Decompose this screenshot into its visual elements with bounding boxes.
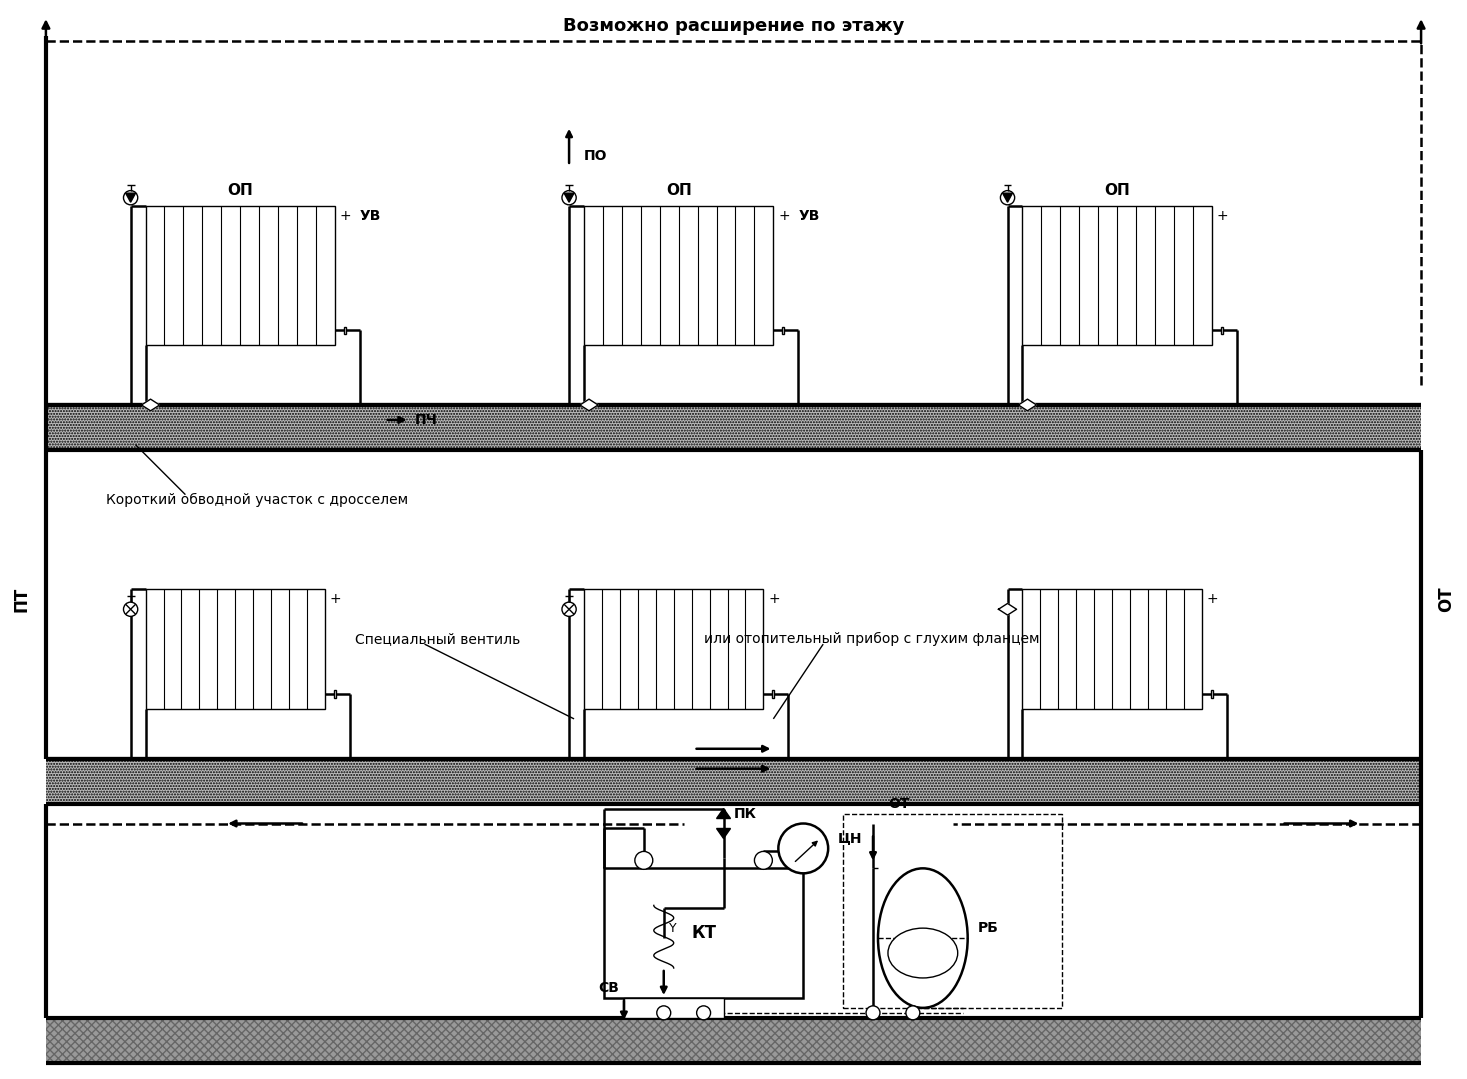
Bar bbox=[1221, 327, 1222, 333]
Polygon shape bbox=[565, 193, 574, 202]
Text: ОП: ОП bbox=[666, 183, 691, 199]
Polygon shape bbox=[1018, 399, 1037, 411]
Bar bbox=[45, 1017, 1422, 1063]
Circle shape bbox=[123, 191, 138, 205]
Text: Возможно расширение по этажу: Возможно расширение по этажу bbox=[563, 17, 904, 36]
Bar bbox=[782, 327, 785, 333]
Text: РБ: РБ bbox=[977, 921, 999, 935]
Polygon shape bbox=[999, 603, 1017, 615]
Bar bbox=[45, 759, 1422, 804]
Text: ПЧ: ПЧ bbox=[415, 413, 437, 427]
Text: СВ: СВ bbox=[599, 981, 619, 995]
Text: Специальный вентиль: Специальный вентиль bbox=[355, 632, 521, 646]
Circle shape bbox=[562, 191, 577, 205]
Bar bbox=[584, 589, 763, 709]
Text: ПО: ПО bbox=[584, 149, 607, 163]
Text: УВ: УВ bbox=[798, 208, 820, 222]
Polygon shape bbox=[716, 829, 731, 838]
Text: ОТ: ОТ bbox=[888, 796, 910, 810]
Ellipse shape bbox=[877, 869, 968, 1008]
Circle shape bbox=[907, 1006, 920, 1020]
Bar bbox=[844, 814, 1062, 1008]
Polygon shape bbox=[126, 193, 135, 202]
Text: ОП: ОП bbox=[227, 183, 254, 199]
Text: или отопительный прибор с глухим фланцем: или отопительный прибор с глухим фланцем bbox=[704, 632, 1039, 646]
Bar bbox=[343, 327, 346, 333]
Text: ОП: ОП bbox=[1105, 183, 1130, 199]
Text: ПТ: ПТ bbox=[12, 587, 29, 612]
Text: КТ: КТ bbox=[691, 924, 716, 942]
Text: +: + bbox=[1216, 208, 1228, 222]
Circle shape bbox=[779, 823, 829, 873]
Circle shape bbox=[866, 1006, 880, 1020]
Bar bbox=[145, 206, 334, 345]
Text: УВ: УВ bbox=[359, 208, 381, 222]
Text: +: + bbox=[340, 208, 352, 222]
Text: Y: Y bbox=[669, 921, 676, 934]
Circle shape bbox=[657, 1006, 670, 1020]
Bar bbox=[334, 691, 336, 697]
Bar bbox=[623, 998, 723, 1017]
Bar bbox=[1210, 691, 1213, 697]
Bar bbox=[584, 206, 773, 345]
Polygon shape bbox=[716, 808, 731, 819]
Circle shape bbox=[1000, 191, 1015, 205]
Text: Короткий обводной участок с дросселем: Короткий обводной участок с дросселем bbox=[106, 493, 408, 507]
Polygon shape bbox=[1002, 193, 1012, 202]
Text: +: + bbox=[769, 592, 780, 606]
Bar bbox=[1022, 206, 1212, 345]
Text: ПК: ПК bbox=[734, 806, 757, 820]
Polygon shape bbox=[141, 399, 160, 411]
Circle shape bbox=[562, 602, 577, 616]
Text: +: + bbox=[330, 592, 342, 606]
Text: ОТ: ОТ bbox=[1438, 587, 1455, 612]
Text: ЦН: ЦН bbox=[838, 832, 863, 846]
Circle shape bbox=[123, 602, 138, 616]
Text: +: + bbox=[1207, 592, 1219, 606]
Circle shape bbox=[754, 851, 772, 870]
Bar bbox=[773, 691, 775, 697]
Text: +: + bbox=[779, 208, 789, 222]
Circle shape bbox=[697, 1006, 710, 1020]
Ellipse shape bbox=[888, 928, 958, 978]
Bar bbox=[45, 405, 1422, 450]
Circle shape bbox=[635, 851, 653, 870]
Bar bbox=[604, 869, 804, 998]
Bar bbox=[1022, 589, 1201, 709]
Bar bbox=[145, 589, 324, 709]
Polygon shape bbox=[579, 399, 599, 411]
